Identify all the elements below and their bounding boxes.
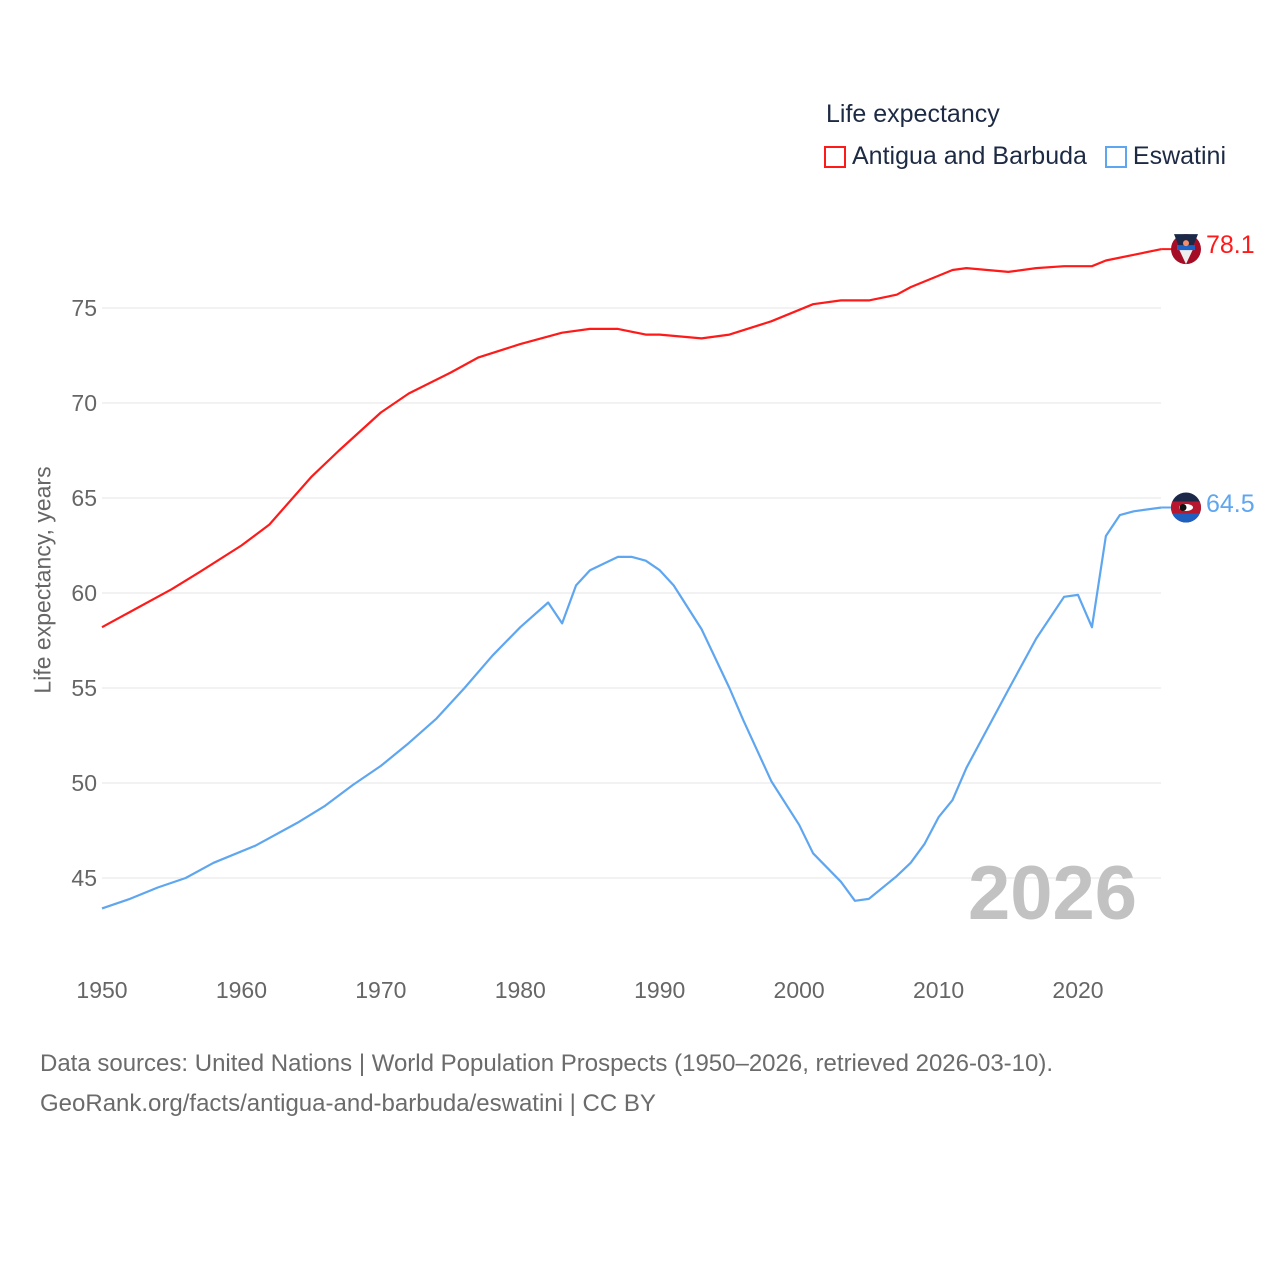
y-tick-label: 75: [71, 295, 97, 321]
current-year-watermark: 2026: [968, 851, 1138, 936]
y-tick-label: 60: [71, 580, 97, 606]
y-tick-label: 70: [71, 390, 97, 416]
x-tick-label: 2010: [913, 977, 964, 1003]
legend-title: Life expectancy: [826, 100, 1000, 128]
y-tick-label: 55: [71, 675, 97, 701]
x-tick-label: 2020: [1052, 977, 1103, 1003]
eswatini-flag-icon: [1171, 492, 1201, 523]
y-tick-label: 50: [71, 770, 97, 796]
legend: Antigua and Barbuda Eswatini: [824, 142, 1226, 171]
source-line-2[interactable]: GeoRank.org/facts/antigua-and-barbuda/es…: [40, 1090, 656, 1117]
legend-swatch-antigua: [824, 145, 846, 168]
x-tick-label: 1980: [495, 977, 546, 1003]
legend-label-antigua: Antigua and Barbuda: [852, 142, 1087, 170]
y-tick-label: 65: [71, 485, 97, 511]
antigua-and-barbuda-flag-icon: [1171, 234, 1201, 265]
y-tick-label: 45: [71, 865, 97, 891]
legend-swatch-eswatini: [1104, 145, 1127, 168]
source-note: Data sources: United Nations | World Pop…: [40, 1044, 1053, 1124]
source-line-1: Data sources: United Nations | World Pop…: [40, 1050, 1054, 1077]
x-tick-label: 1960: [216, 977, 267, 1003]
legend-label-eswatini: Eswatini: [1132, 142, 1227, 170]
legend-item-antigua[interactable]: Antigua and Barbuda: [824, 142, 1087, 171]
series-line-eswatini: [101, 506, 1162, 910]
y-axis-label: Life expectancy, years: [29, 466, 56, 694]
x-tick-label: 2000: [774, 977, 825, 1003]
x-tick-label: 1950: [76, 977, 127, 1003]
x-tick-label: 1970: [355, 977, 406, 1003]
end-label-antigua: 78.1: [1206, 231, 1255, 259]
legend-item-eswatini[interactable]: Eswatini: [1104, 142, 1227, 171]
end-label-eswatini: 64.5: [1206, 490, 1255, 518]
series-line-antigua: [101, 248, 1162, 629]
x-tick-label: 1990: [634, 977, 685, 1003]
